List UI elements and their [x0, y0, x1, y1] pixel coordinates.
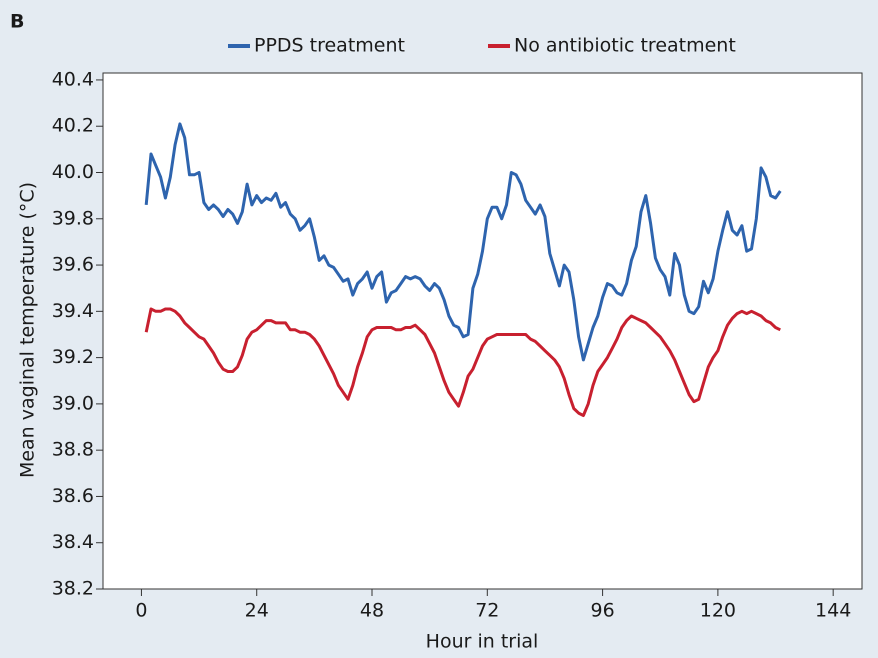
plot-area	[102, 72, 863, 590]
legend-label: PPDS treatment	[254, 35, 405, 57]
y-tick-label: 39.0	[52, 392, 94, 414]
y-tick-label: 39.4	[52, 300, 94, 322]
y-tick-label: 38.6	[52, 485, 94, 507]
y-tick-label: 38.8	[52, 439, 94, 461]
x-tick-label: 0	[135, 600, 147, 622]
x-tick-label: 48	[360, 600, 384, 622]
y-tick-label: 38.4	[52, 531, 94, 553]
y-tick-label: 39.6	[52, 254, 94, 276]
y-tick-label: 40.4	[52, 68, 94, 90]
x-tick-label: 96	[591, 600, 615, 622]
y-tick-label: 39.8	[52, 207, 94, 229]
x-tick-label: 24	[245, 600, 269, 622]
panel-label: B	[10, 11, 24, 33]
y-tick-label: 38.2	[52, 578, 94, 600]
x-tick-label: 72	[475, 600, 499, 622]
x-tick-label: 120	[700, 600, 736, 622]
series-line	[144, 307, 781, 417]
x-tick-label: 144	[815, 600, 851, 622]
y-tick-label: 40.0	[52, 161, 94, 183]
y-tick-label: 39.2	[52, 346, 94, 368]
y-axis-label: Mean vaginal temperature (°C)	[17, 182, 39, 478]
series-line	[144, 122, 782, 362]
legend-label: No antibiotic treatment	[514, 35, 736, 57]
y-tick-label: 40.2	[52, 115, 94, 137]
x-axis-label: Hour in trial	[426, 631, 539, 653]
